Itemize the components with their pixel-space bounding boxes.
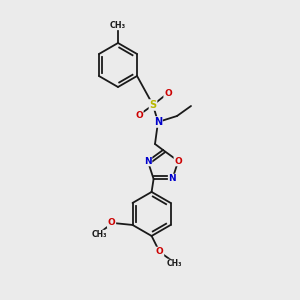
Text: O: O	[108, 218, 116, 227]
Text: N: N	[154, 117, 162, 127]
Text: N: N	[144, 157, 152, 166]
Text: N: N	[169, 174, 176, 183]
Text: O: O	[174, 157, 182, 166]
Text: O: O	[135, 110, 143, 119]
Text: CH₃: CH₃	[110, 20, 126, 29]
Text: O: O	[164, 88, 172, 98]
Text: CH₃: CH₃	[167, 260, 182, 268]
Text: CH₃: CH₃	[92, 230, 107, 239]
Text: S: S	[149, 100, 157, 110]
Text: O: O	[156, 248, 164, 256]
